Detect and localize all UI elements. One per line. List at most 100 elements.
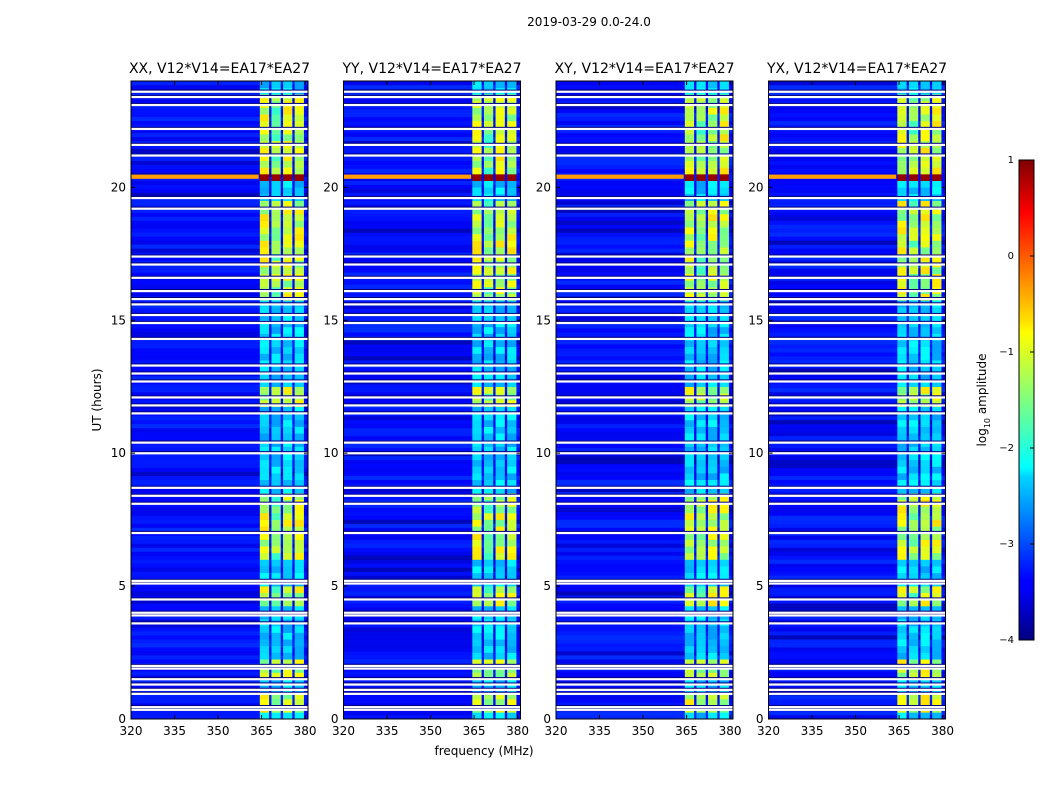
flag-gap-dark bbox=[131, 126, 308, 129]
heatmap-cell bbox=[131, 160, 308, 166]
heatmap-cell bbox=[556, 264, 733, 269]
flag-gap bbox=[768, 396, 946, 399]
heatmap-cell bbox=[495, 220, 505, 228]
heatmap-cell bbox=[259, 167, 270, 175]
heatmap-cell bbox=[768, 651, 946, 656]
heatmap-cell bbox=[684, 433, 695, 441]
heatmap-cell bbox=[507, 207, 517, 215]
heatmap-cell bbox=[768, 671, 946, 676]
flag-gap-dark bbox=[768, 195, 946, 198]
heatmap-cell bbox=[343, 208, 521, 213]
heatmap-cell bbox=[696, 592, 706, 600]
heatmap-cell bbox=[483, 652, 494, 660]
heatmap-cell bbox=[483, 81, 494, 88]
heatmap-cell bbox=[696, 220, 706, 228]
heatmap-cell bbox=[556, 236, 733, 241]
flag-gap bbox=[131, 396, 308, 399]
flag-gap bbox=[556, 196, 733, 200]
heatmap-cell bbox=[495, 167, 505, 175]
heatmap-cell bbox=[131, 256, 308, 261]
heatmap-cell bbox=[920, 174, 930, 181]
heatmap-cell bbox=[908, 167, 919, 175]
heatmap-cell bbox=[294, 446, 304, 454]
heatmap-cell bbox=[271, 552, 281, 560]
heatmap-cell bbox=[343, 344, 521, 349]
heatmap-cell bbox=[294, 213, 304, 221]
heatmap-cell bbox=[131, 515, 308, 520]
heatmap-cell bbox=[271, 187, 281, 195]
heatmap-cell bbox=[920, 134, 930, 142]
flag-gap-dark bbox=[343, 501, 521, 504]
heatmap-cell bbox=[696, 380, 706, 388]
heatmap-cell bbox=[507, 107, 517, 115]
heatmap-cell bbox=[908, 473, 919, 481]
heatmap-cell bbox=[684, 280, 695, 288]
heatmap-cell bbox=[343, 507, 521, 512]
heatmap-cell bbox=[507, 519, 517, 527]
heatmap-cell bbox=[507, 606, 517, 613]
flag-gap-dark bbox=[556, 597, 733, 599]
heatmap-cell bbox=[271, 200, 281, 208]
heatmap-cell bbox=[897, 200, 907, 208]
heatmap-cell bbox=[271, 160, 281, 168]
heatmap-cell bbox=[768, 419, 946, 425]
heatmap-cell bbox=[343, 603, 521, 608]
heatmap-cell bbox=[472, 120, 482, 128]
heatmap-cell bbox=[495, 652, 505, 660]
heatmap-cell bbox=[495, 512, 505, 520]
heatmap-cell bbox=[932, 632, 942, 640]
heatmap-cell bbox=[932, 645, 942, 653]
heatmap-cell bbox=[696, 625, 706, 633]
heatmap-cell bbox=[908, 659, 919, 667]
heatmap-cell bbox=[556, 376, 733, 381]
heatmap-cell bbox=[495, 147, 505, 155]
heatmap-cell bbox=[483, 340, 494, 348]
heatmap-cell bbox=[483, 386, 494, 394]
heatmap-cell bbox=[897, 247, 907, 255]
heatmap-cell bbox=[708, 586, 718, 594]
heatmap-cell bbox=[768, 543, 946, 548]
flag-gap bbox=[768, 441, 946, 444]
heatmap-cell bbox=[719, 512, 729, 520]
heatmap-cell bbox=[507, 167, 517, 175]
heatmap-cell bbox=[507, 174, 517, 181]
heatmap-cell bbox=[932, 566, 942, 574]
heatmap-cell bbox=[719, 227, 729, 235]
flag-gap-dark bbox=[556, 530, 733, 533]
heatmap-cell bbox=[719, 599, 729, 607]
heatmap-cell bbox=[483, 692, 494, 700]
heatmap-cell bbox=[343, 184, 521, 189]
heatmap-cell bbox=[507, 466, 517, 474]
heatmap-cell bbox=[271, 413, 281, 421]
heatmap-cell bbox=[684, 532, 695, 540]
flag-gap-dark bbox=[343, 581, 521, 583]
heatmap-cell bbox=[932, 353, 942, 361]
heatmap-cell bbox=[271, 380, 281, 388]
heatmap-cell bbox=[908, 220, 919, 228]
heatmap-cell bbox=[507, 406, 517, 414]
heatmap-cell bbox=[696, 572, 706, 580]
heatmap-cell bbox=[259, 606, 270, 613]
flag-gap bbox=[343, 95, 521, 99]
heatmap-cell bbox=[696, 466, 706, 474]
heatmap-cell bbox=[920, 160, 930, 168]
heatmap-cell bbox=[271, 114, 281, 122]
heatmap-cell bbox=[343, 128, 521, 134]
heatmap-cell bbox=[556, 224, 733, 229]
heatmap-cell bbox=[483, 426, 494, 434]
heatmap-cell bbox=[259, 213, 270, 221]
heatmap-cell bbox=[768, 248, 946, 253]
flag-gap-dark bbox=[768, 663, 946, 666]
heatmap-cell bbox=[259, 386, 270, 394]
heatmap-cell bbox=[696, 586, 706, 594]
heatmap-cell bbox=[472, 479, 482, 487]
flag-gap-dark bbox=[768, 597, 946, 599]
heatmap-cell bbox=[131, 112, 308, 118]
heatmap-cell bbox=[259, 486, 270, 494]
heatmap-cell bbox=[343, 304, 521, 309]
heatmap-cell bbox=[294, 645, 304, 653]
heatmap-cell bbox=[556, 144, 733, 150]
heatmap-cell bbox=[556, 587, 733, 592]
colorbar-tick-label: 1 bbox=[1008, 155, 1014, 166]
heatmap-cell bbox=[897, 167, 907, 175]
